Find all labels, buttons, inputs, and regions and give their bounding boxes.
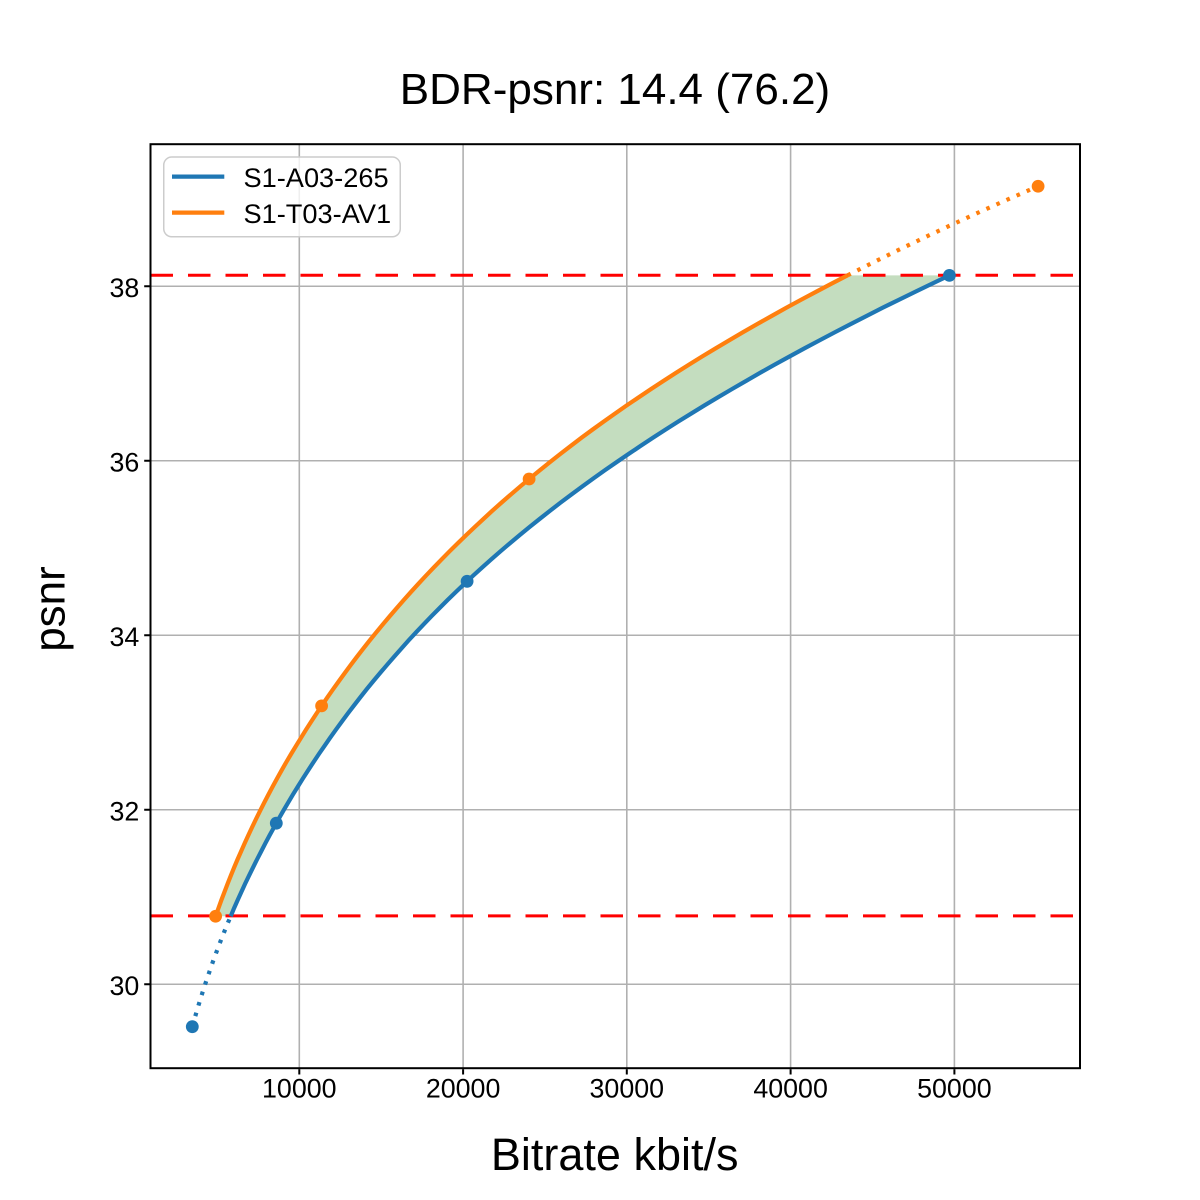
svg-text:psnr: psnr bbox=[25, 566, 74, 652]
svg-text:40000: 40000 bbox=[753, 1074, 828, 1104]
svg-text:10000: 10000 bbox=[262, 1074, 337, 1104]
svg-text:S1-T03-AV1: S1-T03-AV1 bbox=[244, 198, 392, 229]
svg-text:Bitrate kbit/s: Bitrate kbit/s bbox=[491, 1129, 739, 1180]
svg-text:38: 38 bbox=[109, 273, 139, 303]
svg-text:34: 34 bbox=[109, 622, 139, 652]
svg-text:20000: 20000 bbox=[426, 1074, 501, 1104]
svg-text:S1-A03-265: S1-A03-265 bbox=[244, 162, 389, 193]
svg-text:30000: 30000 bbox=[590, 1074, 665, 1104]
svg-text:32: 32 bbox=[109, 797, 139, 827]
svg-text:30: 30 bbox=[109, 971, 139, 1001]
svg-text:36: 36 bbox=[109, 448, 139, 478]
svg-text:BDR-psnr: 14.4 (76.2): BDR-psnr: 14.4 (76.2) bbox=[400, 65, 830, 114]
svg-text:50000: 50000 bbox=[917, 1074, 992, 1104]
